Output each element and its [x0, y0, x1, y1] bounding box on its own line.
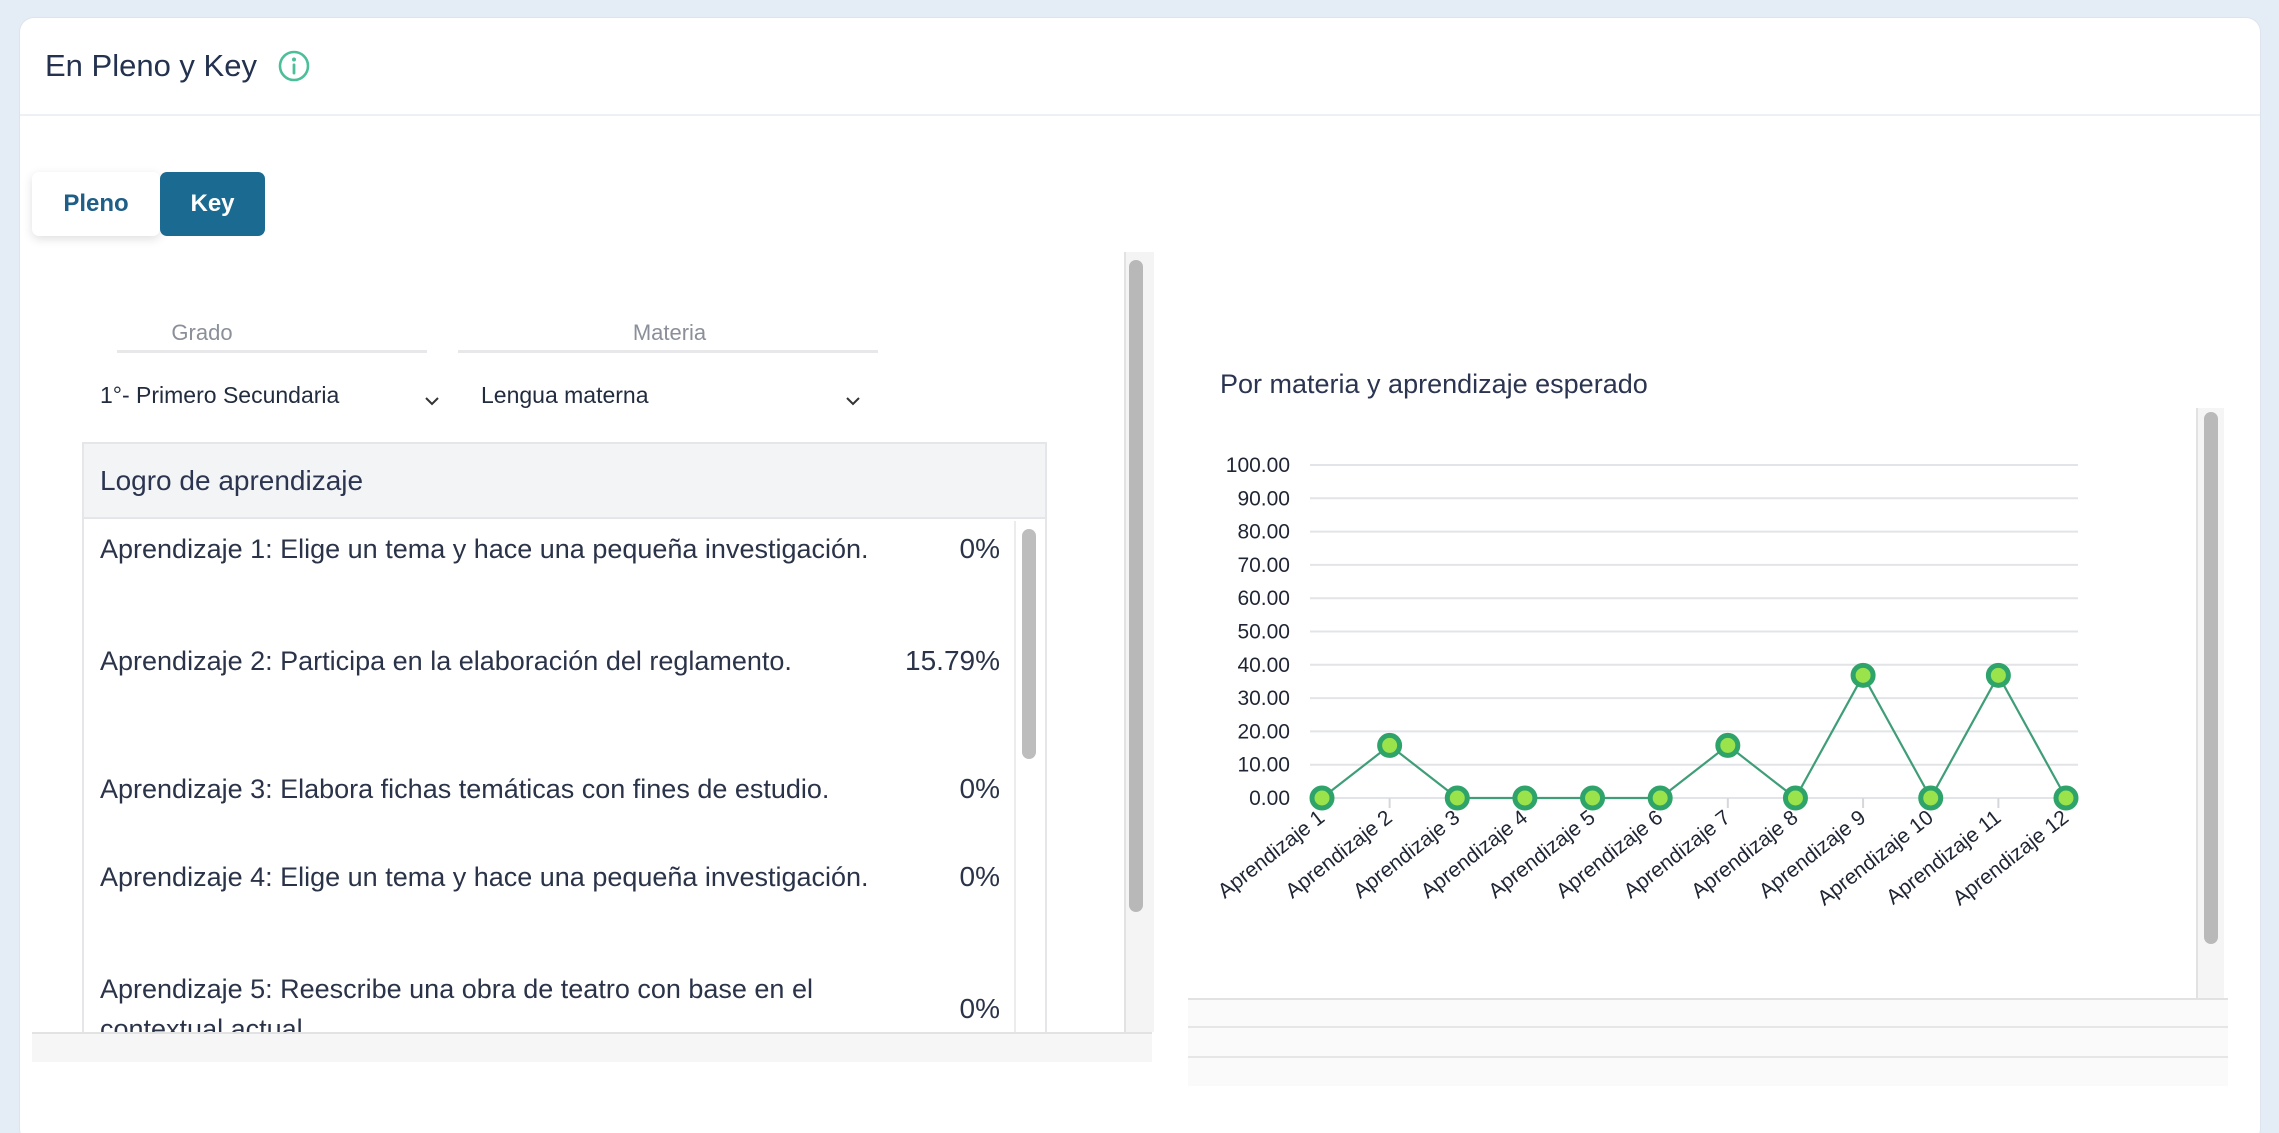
y-tick-label: 0.00	[1249, 787, 1290, 810]
chevron-down-icon	[424, 388, 440, 405]
table-row: Aprendizaje 3: Elabora fichas temáticas …	[100, 769, 1000, 809]
view-tabs: Pleno Key	[32, 172, 265, 236]
info-icon[interactable]	[277, 49, 311, 83]
table-header: Logro de aprendizaje	[84, 444, 1045, 519]
table-scrollbar-thumb[interactable]	[1022, 529, 1036, 759]
materia-underline	[458, 350, 878, 353]
x-tick-label: Aprendizaje 10	[1813, 806, 1938, 910]
data-point	[1580, 785, 1606, 811]
data-point	[1309, 785, 1335, 811]
row-value: 15.79%	[905, 645, 1000, 676]
tab-pleno[interactable]: Pleno	[32, 172, 160, 236]
y-tick-label: 70.00	[1237, 554, 1290, 577]
grado-underline	[117, 350, 427, 353]
y-tick-label: 20.00	[1237, 720, 1290, 743]
row-text: Aprendizaje 1: Elige un tema y hace una …	[100, 534, 869, 564]
table-row: Aprendizaje 4: Elige un tema y hace una …	[100, 857, 1000, 897]
left-panel-horizontal-scrollbar[interactable]	[32, 1032, 1152, 1062]
grado-value: 1°- Primero Secundaria	[100, 382, 340, 408]
table-row: Aprendizaje 5: Reescribe una obra de tea…	[100, 969, 1000, 1042]
page-title: En Pleno y Key	[45, 48, 257, 83]
y-tick-label: 100.00	[1226, 454, 1290, 477]
x-tick-label: Aprendizaje 12	[1949, 806, 2074, 910]
data-point	[1512, 785, 1538, 811]
row-value: 0%	[959, 861, 1000, 892]
data-point	[1647, 785, 1673, 811]
y-tick-label: 30.00	[1237, 687, 1290, 710]
data-point	[1918, 785, 1944, 811]
row-text: Aprendizaje 5: Reescribe una obra de tea…	[100, 974, 813, 1042]
chart-area: 0.00 10.00 20.00 30.00 40.00 50.00 60.00 70.00 8…	[1188, 408, 2208, 998]
data-point	[1377, 732, 1403, 758]
tab-key[interactable]: Key	[160, 172, 265, 236]
series-line	[1321, 673, 2067, 801]
line-chart: 0.00 10.00 20.00 30.00 40.00 50.00 60.00 70.00 8…	[1214, 454, 2079, 910]
data-point	[2053, 785, 2079, 811]
row-text: Aprendizaje 2: Participa en la elaboraci…	[100, 646, 792, 676]
y-tick-label: 60.00	[1237, 587, 1290, 610]
left-panel: Grado 1°- Primero Secundaria Materia Len…	[32, 252, 1154, 1062]
materia-label: Materia	[632, 320, 707, 345]
y-tick-label: 80.00	[1237, 521, 1290, 544]
x-tick-label: Aprendizaje 11	[1882, 806, 2005, 909]
row-text: Aprendizaje 4: Elige un tema y hace una …	[100, 862, 869, 892]
table-rows[interactable]: Aprendizaje 1: Elige un tema y hace una …	[84, 519, 1045, 1042]
data-point	[1850, 662, 1876, 688]
chart-title: Por materia y aprendizaje esperado	[1220, 369, 1648, 399]
materia-select[interactable]: Lengua materna	[481, 382, 861, 409]
row-text: Aprendizaje 3: Elabora fichas temáticas …	[100, 774, 830, 804]
y-tick-label: 10.00	[1237, 754, 1290, 777]
row-value: 0%	[959, 993, 1000, 1024]
chart-scrollbar-thumb[interactable]	[2204, 412, 2218, 944]
y-tick-label: 90.00	[1237, 487, 1290, 510]
divider	[1188, 1056, 2228, 1058]
table-row: Aprendizaje 1: Elige un tema y hace una …	[100, 529, 1000, 569]
chevron-down-icon	[845, 388, 861, 405]
card-header: En Pleno y Key	[20, 18, 2260, 116]
chart-panel-footer	[1188, 998, 2228, 1086]
row-value: 0%	[959, 773, 1000, 804]
data-point	[1985, 662, 2011, 688]
row-value: 0%	[959, 533, 1000, 564]
divider	[1188, 1026, 2228, 1028]
table-row: Aprendizaje 2: Participa en la elaboraci…	[100, 641, 1000, 681]
data-point	[1715, 732, 1741, 758]
grado-select[interactable]: 1°- Primero Secundaria	[100, 382, 440, 409]
learning-table: Logro de aprendizaje Aprendizaje 1: Elig…	[82, 442, 1047, 1042]
materia-value: Lengua materna	[481, 382, 649, 408]
data-point	[1444, 785, 1470, 811]
left-panel-scrollbar-thumb[interactable]	[1129, 260, 1143, 912]
y-tick-label: 50.00	[1237, 621, 1290, 644]
data-point	[1782, 785, 1808, 811]
grado-label: Grado	[171, 320, 233, 345]
y-tick-label: 40.00	[1237, 654, 1290, 677]
